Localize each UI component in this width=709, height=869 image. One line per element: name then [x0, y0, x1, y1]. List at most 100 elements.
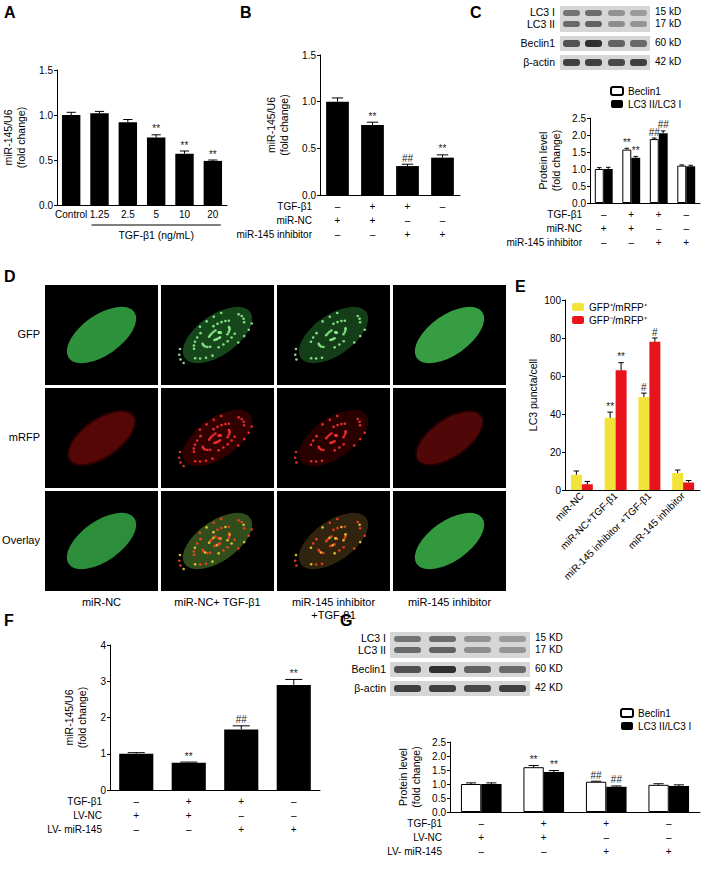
- svg-text:##: ##: [402, 153, 414, 164]
- svg-text:+: +: [541, 832, 547, 843]
- svg-text:1.0: 1.0: [572, 164, 586, 175]
- svg-text:+: +: [133, 810, 139, 821]
- svg-text:–: –: [683, 209, 689, 220]
- svg-text:–: –: [291, 796, 297, 807]
- svg-text:Beclin1: Beclin1: [638, 708, 671, 719]
- svg-text:0.5: 0.5: [432, 793, 446, 804]
- svg-text:1.0: 1.0: [302, 96, 316, 107]
- svg-text:Protein level: Protein level: [397, 748, 409, 806]
- svg-text:–: –: [370, 229, 376, 240]
- svg-text:(fold change): (fold change): [15, 107, 27, 168]
- svg-text:GFP⁺/mRFP⁺: GFP⁺/mRFP⁺: [589, 302, 648, 313]
- svg-text:miR-145 inhibitor: miR-145 inhibitor: [626, 490, 688, 552]
- svg-text:TGF-β1: TGF-β1: [67, 796, 102, 807]
- svg-text:–: –: [478, 818, 484, 829]
- svg-text:+: +: [683, 237, 689, 248]
- svg-text:2.0: 2.0: [432, 751, 446, 762]
- svg-text:A: A: [4, 4, 16, 21]
- svg-text:–: –: [601, 209, 607, 220]
- svg-text:–: –: [601, 237, 607, 248]
- svg-text:miR-145/U6: miR-145/U6: [265, 97, 277, 153]
- svg-text:0.0: 0.0: [432, 807, 446, 818]
- svg-text:0.5: 0.5: [39, 155, 53, 166]
- svg-text:1.0: 1.0: [432, 779, 446, 790]
- svg-text:+: +: [628, 209, 634, 220]
- svg-text:1.5: 1.5: [302, 50, 316, 61]
- svg-text:**: **: [617, 351, 625, 362]
- svg-text:LV- miR-145: LV- miR-145: [387, 846, 442, 857]
- svg-text:–: –: [683, 223, 689, 234]
- svg-text:2.0: 2.0: [572, 130, 586, 141]
- svg-text:**: **: [369, 111, 377, 122]
- svg-text:Beclin1: Beclin1: [628, 86, 661, 97]
- svg-text:10: 10: [179, 209, 191, 220]
- svg-text:0: 0: [555, 485, 561, 496]
- svg-text:–: –: [656, 223, 662, 234]
- svg-text:miR-NC+TGF-β1: miR-NC+TGF-β1: [558, 490, 620, 552]
- svg-text:–: –: [335, 201, 341, 212]
- svg-text:##: ##: [658, 119, 670, 130]
- svg-text:(fold change): (fold change): [410, 746, 422, 807]
- svg-text:Control: Control: [55, 209, 87, 220]
- svg-text:100: 100: [544, 295, 561, 306]
- svg-text:TGF-β1 (ng/mL): TGF-β1 (ng/mL): [118, 229, 193, 241]
- svg-text:**: **: [290, 668, 298, 679]
- svg-text:+: +: [370, 215, 376, 226]
- svg-text:0.0: 0.0: [572, 198, 586, 209]
- svg-text:–: –: [541, 846, 547, 857]
- svg-text:+: +: [238, 824, 244, 835]
- svg-text:–: –: [666, 818, 672, 829]
- svg-text:0.0: 0.0: [302, 190, 316, 201]
- svg-text:0: 0: [100, 785, 106, 796]
- svg-text:LC3 II/LC3 I: LC3 II/LC3 I: [638, 721, 691, 732]
- svg-text:**: **: [632, 145, 640, 156]
- svg-text:–: –: [186, 824, 192, 835]
- svg-text:(fold change): (fold change): [550, 130, 562, 191]
- svg-text:–: –: [133, 824, 139, 835]
- svg-text:B: B: [240, 4, 252, 21]
- svg-text:–: –: [666, 832, 672, 843]
- svg-text:–: –: [133, 796, 139, 807]
- svg-text:+: +: [541, 818, 547, 829]
- svg-text:LC3 II/LC3 I: LC3 II/LC3 I: [628, 99, 681, 110]
- svg-text:2.5: 2.5: [572, 113, 586, 124]
- svg-text:1.25: 1.25: [90, 209, 110, 220]
- svg-text:**: **: [606, 401, 614, 412]
- svg-text:1.5: 1.5: [572, 147, 586, 158]
- svg-text:+: +: [603, 846, 609, 857]
- svg-text:**: **: [439, 143, 447, 154]
- svg-text:**: **: [623, 137, 631, 148]
- svg-text:**: **: [152, 123, 160, 134]
- svg-text:+: +: [335, 215, 341, 226]
- svg-text:–: –: [440, 215, 446, 226]
- svg-text:**: **: [185, 751, 193, 762]
- svg-text:–: –: [603, 832, 609, 843]
- svg-text:TGF-β1: TGF-β1: [407, 818, 442, 829]
- svg-text:–: –: [405, 215, 411, 226]
- svg-text:0.0: 0.0: [39, 200, 53, 211]
- svg-text:##: ##: [236, 714, 248, 725]
- svg-text:1: 1: [100, 748, 106, 759]
- svg-text:miR-NC: miR-NC: [276, 215, 312, 226]
- svg-text:miR-145 inhibitor: miR-145 inhibitor: [236, 229, 312, 240]
- svg-text:+: +: [656, 209, 662, 220]
- svg-text:F: F: [4, 612, 14, 629]
- svg-text:TGF-β1: TGF-β1: [277, 201, 312, 212]
- svg-text:–: –: [478, 846, 484, 857]
- svg-text:2: 2: [100, 712, 106, 723]
- svg-text:+: +: [238, 796, 244, 807]
- svg-text:**: **: [209, 149, 217, 160]
- svg-text:**: **: [550, 759, 558, 770]
- svg-text:–: –: [238, 810, 244, 821]
- svg-text:2.5: 2.5: [121, 209, 135, 220]
- svg-text:+: +: [601, 223, 607, 234]
- svg-text:0.5: 0.5: [302, 143, 316, 154]
- svg-text:G: G: [340, 612, 352, 629]
- svg-text:E: E: [515, 278, 526, 295]
- svg-text:##: ##: [591, 770, 603, 781]
- svg-text:miR-145 inhibitor: miR-145 inhibitor: [506, 237, 582, 248]
- svg-text:+: +: [186, 796, 192, 807]
- svg-text:60: 60: [550, 371, 562, 382]
- svg-text:+: +: [405, 201, 411, 212]
- svg-text:–: –: [628, 237, 634, 248]
